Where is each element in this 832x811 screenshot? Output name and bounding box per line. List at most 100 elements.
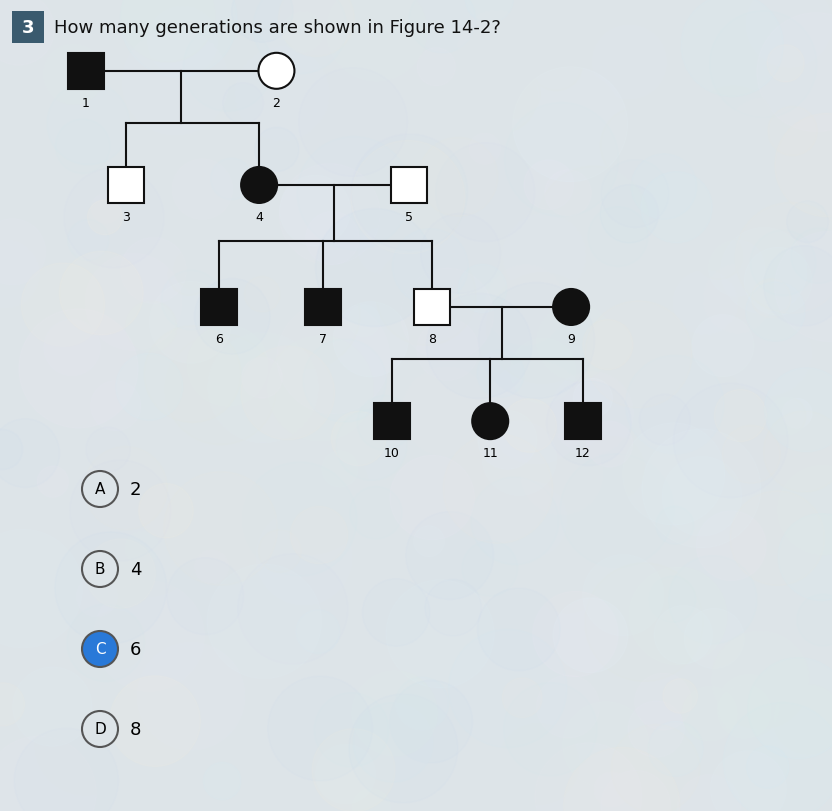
Circle shape bbox=[631, 603, 721, 693]
Circle shape bbox=[547, 382, 631, 466]
Circle shape bbox=[223, 84, 264, 124]
Circle shape bbox=[510, 338, 576, 404]
Circle shape bbox=[628, 701, 684, 757]
Circle shape bbox=[477, 351, 524, 397]
Circle shape bbox=[352, 671, 437, 756]
Circle shape bbox=[37, 466, 68, 498]
Circle shape bbox=[110, 676, 201, 766]
Circle shape bbox=[775, 114, 832, 217]
Circle shape bbox=[457, 11, 536, 90]
Circle shape bbox=[530, 39, 582, 92]
Bar bbox=[108, 168, 144, 204]
Circle shape bbox=[0, 220, 46, 285]
Circle shape bbox=[336, 410, 407, 481]
Circle shape bbox=[629, 568, 726, 665]
Circle shape bbox=[207, 564, 321, 679]
Circle shape bbox=[545, 170, 592, 217]
Circle shape bbox=[137, 642, 245, 750]
Circle shape bbox=[208, 333, 319, 444]
Circle shape bbox=[724, 702, 832, 811]
Circle shape bbox=[681, 0, 783, 97]
Circle shape bbox=[386, 580, 494, 688]
Circle shape bbox=[164, 472, 277, 586]
Circle shape bbox=[427, 294, 532, 399]
Circle shape bbox=[243, 462, 357, 577]
Circle shape bbox=[0, 241, 39, 309]
Text: 8: 8 bbox=[428, 333, 437, 345]
Circle shape bbox=[135, 69, 230, 165]
Circle shape bbox=[538, 167, 649, 277]
Text: 4: 4 bbox=[130, 560, 141, 578]
Circle shape bbox=[642, 430, 760, 548]
Circle shape bbox=[417, 49, 455, 87]
Circle shape bbox=[563, 748, 680, 811]
Circle shape bbox=[524, 161, 573, 210]
Circle shape bbox=[161, 271, 221, 330]
Circle shape bbox=[478, 283, 595, 399]
Circle shape bbox=[195, 550, 229, 584]
Circle shape bbox=[503, 399, 557, 453]
Bar bbox=[305, 290, 340, 325]
Circle shape bbox=[125, 531, 159, 566]
Circle shape bbox=[537, 675, 600, 738]
Text: How many generations are shown in Figure 14-2?: How many generations are shown in Figure… bbox=[54, 19, 501, 37]
Circle shape bbox=[316, 744, 375, 804]
Circle shape bbox=[656, 507, 694, 544]
Circle shape bbox=[746, 0, 832, 68]
Circle shape bbox=[139, 484, 193, 539]
Circle shape bbox=[622, 423, 725, 526]
Circle shape bbox=[259, 54, 295, 90]
Circle shape bbox=[654, 606, 712, 664]
Text: 9: 9 bbox=[567, 333, 575, 345]
Circle shape bbox=[126, 302, 176, 352]
Circle shape bbox=[250, 435, 369, 554]
Bar bbox=[391, 168, 428, 204]
Circle shape bbox=[235, 48, 329, 142]
Circle shape bbox=[722, 426, 780, 483]
Circle shape bbox=[86, 539, 156, 608]
Circle shape bbox=[14, 728, 118, 811]
Circle shape bbox=[551, 372, 633, 455]
Circle shape bbox=[669, 556, 757, 644]
Circle shape bbox=[478, 411, 537, 470]
Circle shape bbox=[333, 264, 369, 300]
Circle shape bbox=[744, 248, 812, 315]
Circle shape bbox=[703, 264, 772, 334]
Circle shape bbox=[86, 427, 131, 472]
Circle shape bbox=[612, 725, 700, 811]
Circle shape bbox=[91, 194, 121, 224]
Bar bbox=[414, 290, 450, 325]
Text: 6: 6 bbox=[215, 333, 223, 345]
Circle shape bbox=[0, 419, 60, 487]
Circle shape bbox=[421, 214, 501, 294]
Circle shape bbox=[582, 555, 664, 636]
Bar bbox=[67, 54, 104, 90]
Circle shape bbox=[55, 532, 166, 644]
Circle shape bbox=[726, 311, 811, 397]
Text: 1: 1 bbox=[82, 97, 90, 109]
Circle shape bbox=[484, 361, 587, 465]
Circle shape bbox=[94, 581, 205, 692]
Circle shape bbox=[715, 390, 766, 442]
Text: 11: 11 bbox=[483, 447, 498, 460]
Text: C: C bbox=[95, 642, 106, 657]
Circle shape bbox=[711, 631, 809, 728]
Circle shape bbox=[255, 128, 299, 172]
Text: D: D bbox=[94, 722, 106, 736]
Circle shape bbox=[85, 254, 182, 351]
Circle shape bbox=[771, 59, 807, 96]
Circle shape bbox=[600, 186, 658, 243]
Circle shape bbox=[473, 404, 508, 440]
Text: 12: 12 bbox=[575, 447, 591, 460]
Circle shape bbox=[82, 711, 118, 747]
Circle shape bbox=[331, 412, 386, 466]
Circle shape bbox=[402, 367, 491, 457]
Circle shape bbox=[692, 88, 775, 169]
Circle shape bbox=[594, 772, 629, 807]
Circle shape bbox=[238, 554, 348, 664]
Circle shape bbox=[503, 214, 586, 298]
Circle shape bbox=[748, 658, 832, 759]
Circle shape bbox=[498, 724, 578, 805]
Circle shape bbox=[390, 680, 473, 763]
Circle shape bbox=[425, 580, 482, 636]
